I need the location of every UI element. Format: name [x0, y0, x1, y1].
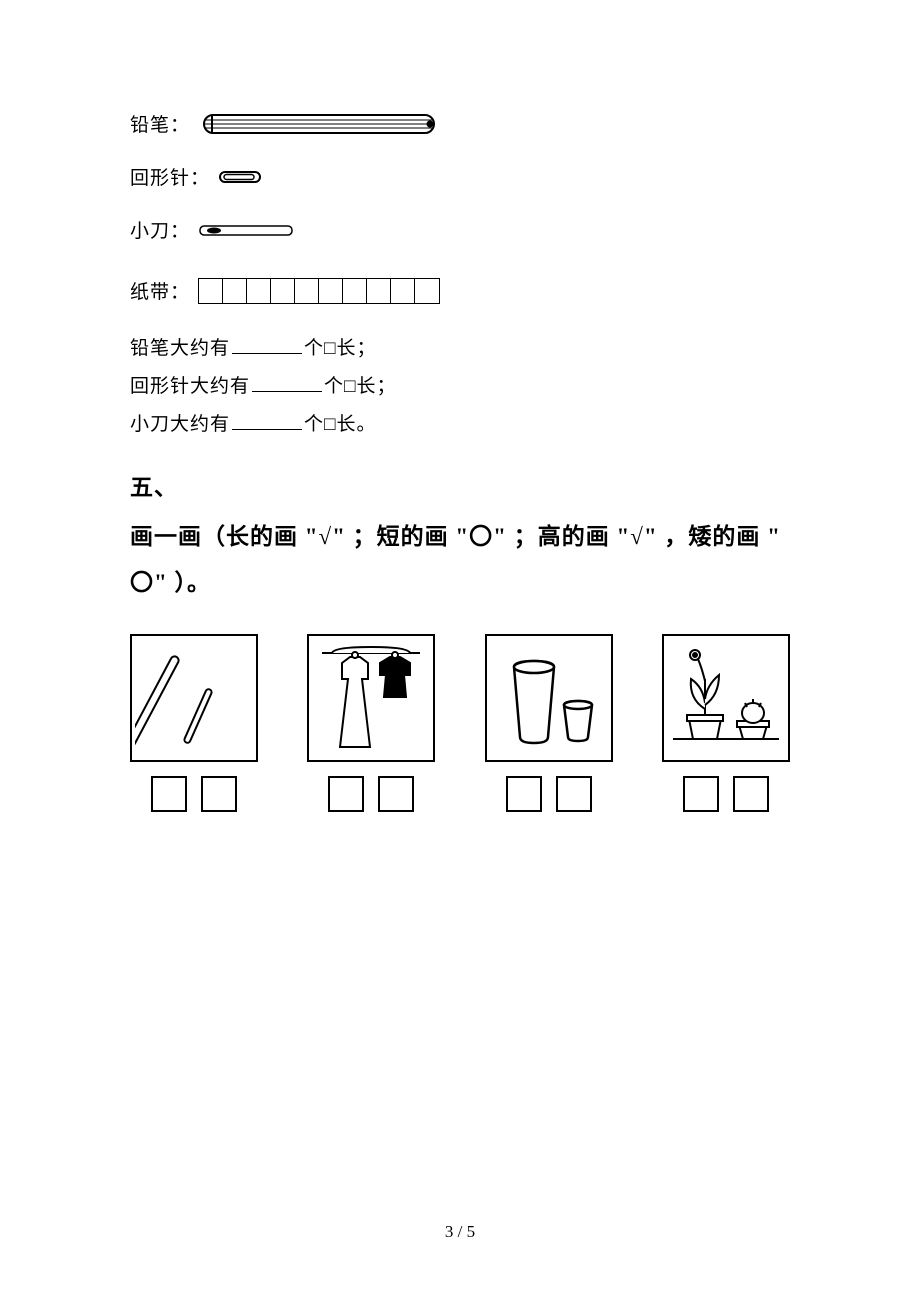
- section-number: 五、: [130, 468, 790, 502]
- ruler-cell: [271, 279, 295, 303]
- plants-icon: [667, 639, 785, 757]
- unit-plants: [662, 634, 790, 812]
- fill-line-2: 回形针大约有 个□长；: [130, 368, 790, 406]
- instruction-line2: 〇" ）。: [130, 570, 211, 595]
- unit-sticks: [130, 634, 258, 812]
- label-pencil: 铅笔：: [130, 110, 190, 137]
- fill1-post: 个□长；: [304, 338, 376, 359]
- pic-box-plants: [662, 634, 790, 762]
- pic-box-cups: [485, 634, 613, 762]
- pencil-icon: [198, 113, 446, 135]
- ruler-cell: [247, 279, 271, 303]
- instruction-text: 画一画（长的画 "√" ；短的画 "〇" ；高的画 "√" ，矮的画 " 〇" …: [130, 514, 790, 606]
- row-knife: 小刀：: [130, 216, 790, 243]
- picture-row: [130, 634, 790, 812]
- ruler-tape: [198, 278, 440, 304]
- check-pair: [683, 776, 769, 812]
- blank-input[interactable]: [232, 412, 302, 430]
- ruler-cell: [343, 279, 367, 303]
- check-box[interactable]: [733, 776, 769, 812]
- ruler-cell: [415, 279, 439, 303]
- knife-icon: [198, 222, 298, 238]
- check-box[interactable]: [151, 776, 187, 812]
- ruler-cell: [199, 279, 223, 303]
- ruler-cell: [295, 279, 319, 303]
- page-number: 3 / 5: [0, 1222, 920, 1242]
- pic-box-sticks: [130, 634, 258, 762]
- fill-block: 铅笔大约有个□长； 回形针大约有个□长； 小刀大约有个□长。: [130, 330, 790, 444]
- row-pencil: 铅笔：: [130, 110, 790, 137]
- fill2-post: 个□长；: [324, 376, 396, 397]
- label-clip: 回形针：: [130, 163, 210, 190]
- check-box[interactable]: [328, 776, 364, 812]
- cups-icon: [490, 639, 608, 757]
- blank-input[interactable]: [252, 374, 322, 392]
- check-pair: [328, 776, 414, 812]
- pic-box-clothes: [307, 634, 435, 762]
- row-clip: 回形针：: [130, 163, 790, 190]
- unit-clothes: [307, 634, 435, 812]
- row-tape: 纸带：: [130, 277, 790, 304]
- label-knife: 小刀：: [130, 216, 190, 243]
- paperclip-icon: [218, 169, 268, 185]
- fill-line-3: 小刀大约有 个□长。: [130, 406, 790, 444]
- blank-input[interactable]: [232, 336, 302, 354]
- check-pair: [506, 776, 592, 812]
- check-pair: [151, 776, 237, 812]
- fill3-pre: 小刀大约有: [130, 414, 230, 435]
- ruler-cell: [367, 279, 391, 303]
- label-tape: 纸带：: [130, 277, 190, 304]
- fill2-pre: 回形针大约有: [130, 376, 250, 397]
- fill-line-1: 铅笔大约有 个□长；: [130, 330, 790, 368]
- instruction-line1: 画一画（长的画 "√" ；短的画 "〇" ；高的画 "√" ，矮的画 ": [130, 524, 781, 549]
- ruler-cell: [223, 279, 247, 303]
- unit-cups: [485, 634, 613, 812]
- fill1-pre: 铅笔大约有: [130, 338, 230, 359]
- clothes-icon: [312, 639, 430, 757]
- sticks-icon: [135, 639, 253, 757]
- fill3-post: 个□长。: [304, 414, 376, 435]
- ruler-cell: [391, 279, 415, 303]
- check-box[interactable]: [506, 776, 542, 812]
- check-box[interactable]: [556, 776, 592, 812]
- worksheet-page: 铅笔： 回形针： 小刀： 纸带：: [0, 0, 920, 812]
- check-box[interactable]: [378, 776, 414, 812]
- check-box[interactable]: [201, 776, 237, 812]
- check-box[interactable]: [683, 776, 719, 812]
- ruler-cell: [319, 279, 343, 303]
